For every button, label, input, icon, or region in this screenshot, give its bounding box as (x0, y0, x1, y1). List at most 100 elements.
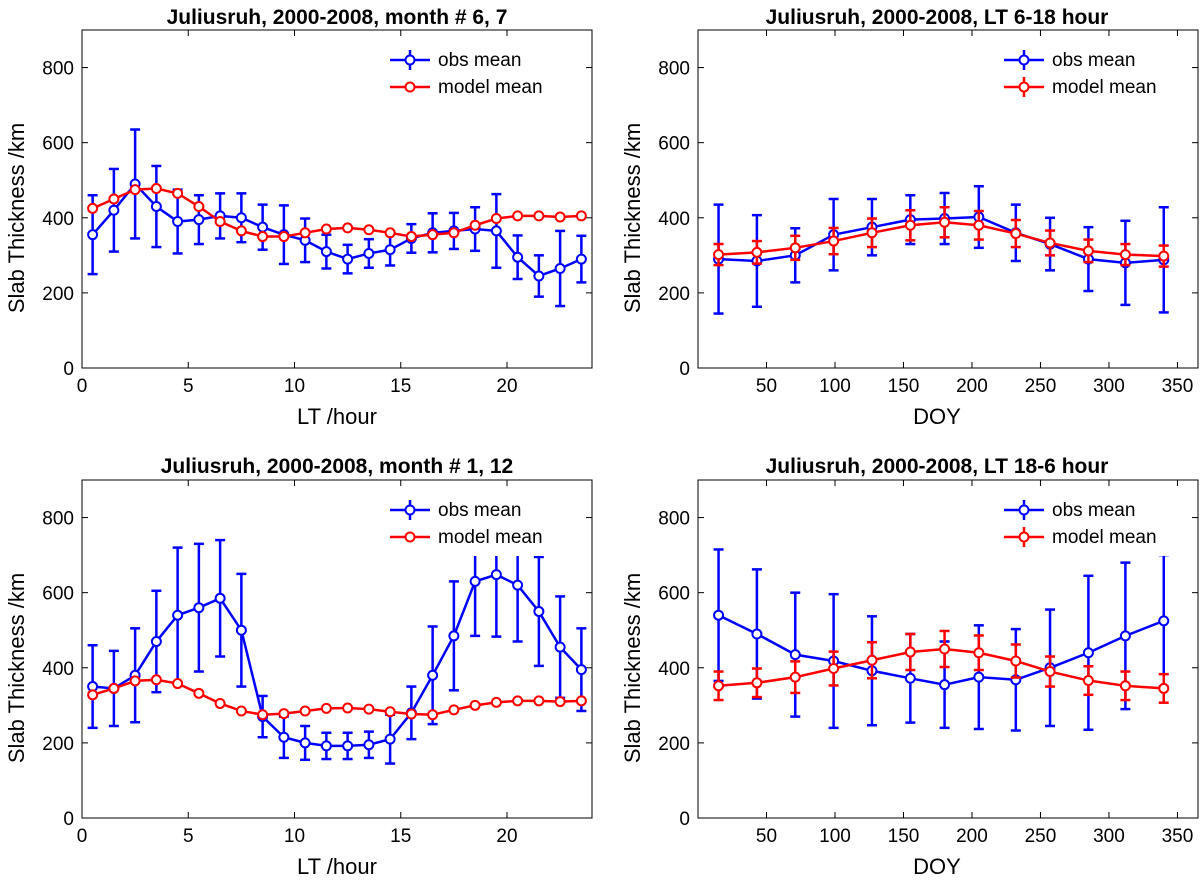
y-axis-label: Slab Thickness /km (4, 123, 29, 313)
data-point (363, 247, 375, 259)
data-point (939, 643, 951, 655)
data-point (342, 740, 354, 752)
legend-entry-obs: obs mean (1004, 500, 1135, 521)
legend-marker-model (1018, 81, 1030, 93)
data-point (828, 235, 840, 247)
data-point (1158, 615, 1170, 627)
data-point (1010, 655, 1022, 667)
data-point (235, 624, 247, 636)
data-point (235, 225, 247, 237)
legend: obs mean model mean (990, 38, 1188, 104)
data-point (214, 216, 226, 228)
x-axis-label: DOY (913, 404, 961, 429)
y-tick-label: 0 (63, 359, 74, 380)
series-line-model (718, 221, 1164, 258)
y-axis-label: Slab Thickness /km (620, 123, 645, 313)
data-point (108, 682, 120, 694)
data-point (448, 227, 460, 239)
chart-title: Juliusruh, 2000-2008, LT 18-6 hour (766, 455, 1109, 478)
chart-title: Juliusruh, 2000-2008, LT 6-18 hour (766, 6, 1109, 29)
data-point (150, 674, 162, 686)
data-point (490, 569, 502, 581)
data-point (257, 231, 269, 243)
data-point (575, 253, 587, 265)
data-point (150, 201, 162, 213)
data-point (363, 739, 375, 751)
data-point (512, 695, 524, 707)
data-point (939, 216, 951, 228)
data-point (904, 672, 916, 684)
data-point (469, 219, 481, 231)
legend-entry-model: model mean (1004, 527, 1157, 548)
data-point (533, 695, 545, 707)
y-tick-label: 400 (42, 209, 74, 230)
data-point (469, 575, 481, 587)
x-tick-label: 50 (756, 376, 777, 397)
legend-entry-model: model mean (1004, 77, 1157, 98)
legend-marker-obs (1018, 54, 1030, 66)
data-point (904, 646, 916, 658)
data-point (554, 211, 566, 223)
data-point (214, 697, 226, 709)
y-tick-label: 400 (658, 209, 690, 230)
legend-label-model: model mean (438, 77, 543, 98)
data-point (1119, 249, 1131, 261)
data-point (448, 704, 460, 716)
legend-box (382, 490, 580, 556)
y-tick-label: 800 (42, 509, 74, 530)
y-tick-label: 0 (679, 809, 690, 830)
x-tick-label: 0 (77, 826, 88, 847)
data-point (320, 223, 332, 235)
data-point (713, 609, 725, 621)
data-point (751, 628, 763, 640)
data-point (973, 647, 985, 659)
x-tick-label: 15 (390, 826, 411, 847)
chart-title: Juliusruh, 2000-2008, month # 6, 7 (167, 6, 508, 29)
data-point (1082, 245, 1094, 257)
y-tick-label: 200 (658, 734, 690, 755)
y-tick-label: 600 (658, 584, 690, 605)
y-tick-label: 0 (679, 359, 690, 380)
x-tick-label: 15 (390, 376, 411, 397)
data-point (1119, 630, 1131, 642)
y-tick-label: 200 (658, 284, 690, 305)
plot-frame (697, 29, 1199, 369)
plot-frame (81, 479, 593, 819)
data-point (87, 202, 99, 214)
data-point (533, 210, 545, 222)
x-tick-label: 200 (956, 376, 988, 397)
legend-entry-obs: obs mean (390, 50, 521, 71)
data-point (278, 708, 290, 720)
data-series (713, 184, 1170, 315)
series-line-obs (92, 573, 583, 748)
data-point (1158, 250, 1170, 262)
legend-label-obs: obs mean (438, 500, 521, 521)
y-tick-label: 400 (42, 659, 74, 680)
data-point (533, 605, 545, 617)
x-tick-label: 20 (496, 826, 517, 847)
data-point (575, 695, 587, 707)
legend-label-obs: obs mean (1052, 50, 1135, 71)
data-point (405, 231, 417, 243)
data-point (427, 669, 439, 681)
chart-panel-top-right: Juliusruh, 2000-2008, LT 6-18 hour DOY S… (620, 6, 1199, 429)
series-model (713, 206, 1170, 268)
data-point (828, 663, 840, 675)
data-point (363, 224, 375, 236)
plot-frame (81, 29, 593, 369)
data-point (751, 677, 763, 689)
series-line-model (92, 678, 582, 716)
legend: obs mean model mean (382, 490, 580, 556)
legend-marker-model (404, 531, 416, 543)
data-point (278, 731, 290, 743)
data-point (490, 213, 502, 225)
legend-marker-obs (404, 504, 416, 516)
data-point (384, 706, 396, 718)
data-point (150, 182, 162, 194)
data-point (904, 219, 916, 231)
data-point (575, 664, 587, 676)
legend-marker-obs (404, 54, 416, 66)
legend-marker-obs (1018, 504, 1030, 516)
data-point (490, 696, 502, 708)
